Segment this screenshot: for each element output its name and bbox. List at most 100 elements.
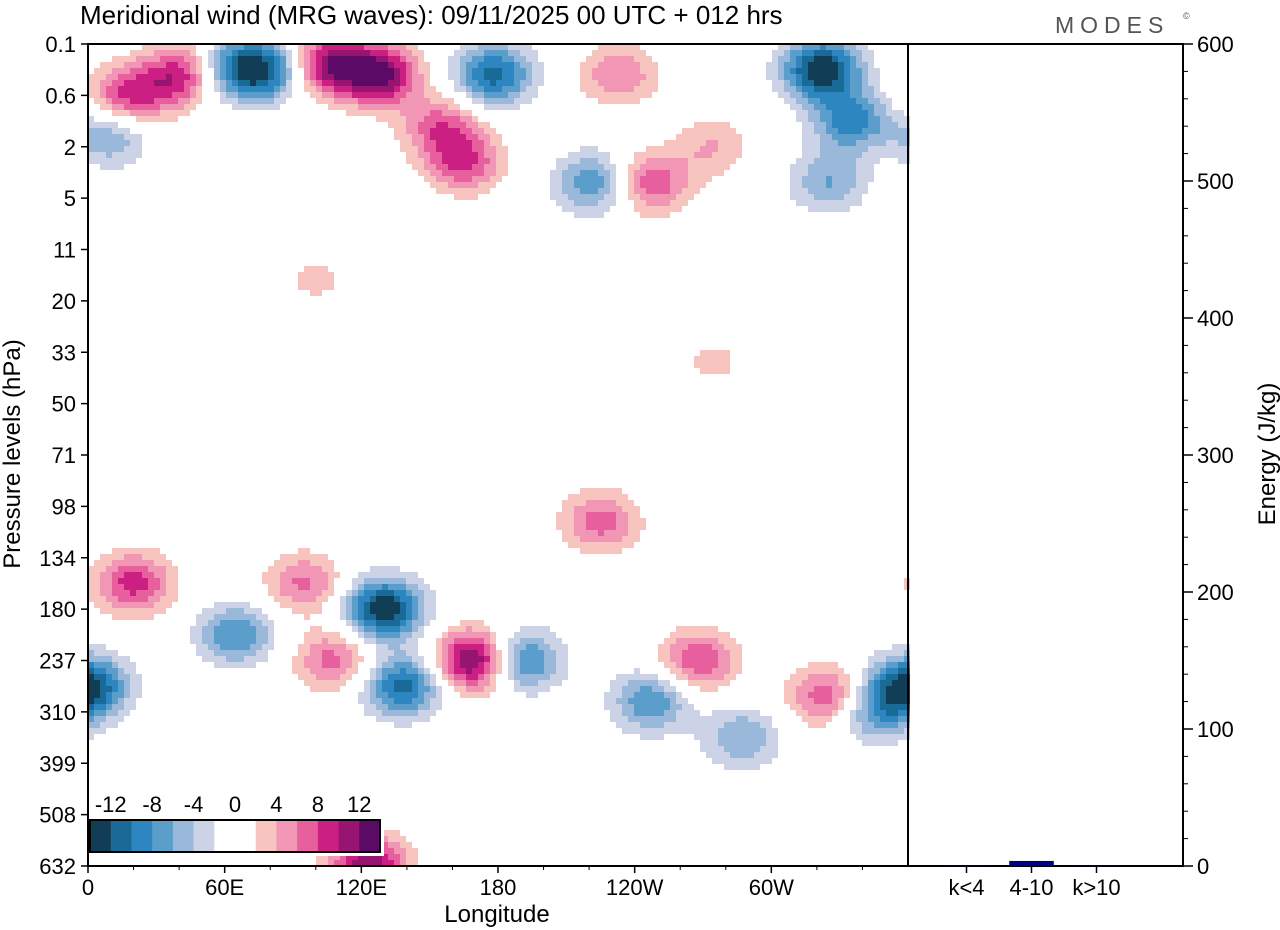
heatmap-cell — [592, 206, 598, 212]
heatmap-cell — [328, 50, 334, 56]
heatmap-cell — [388, 650, 394, 656]
heatmap-cell — [376, 692, 382, 698]
heatmap-cell — [484, 188, 490, 194]
heatmap-cell — [886, 716, 892, 722]
heatmap-cell — [406, 56, 412, 62]
heatmap-cell — [304, 566, 310, 572]
heatmap-cell — [280, 98, 286, 104]
colorbar-swatch — [235, 820, 257, 852]
heatmap-cell — [250, 656, 256, 662]
heatmap-cell — [832, 206, 838, 212]
heatmap-cell — [388, 710, 394, 716]
heatmap-cell — [694, 656, 700, 662]
heatmap-cell — [682, 188, 688, 194]
heatmap-cell — [304, 662, 310, 668]
heatmap-cell — [352, 44, 358, 50]
heatmap-cell — [460, 152, 466, 158]
heatmap-cell — [184, 80, 190, 86]
heatmap-cell — [874, 104, 880, 110]
heatmap-cell — [100, 644, 106, 650]
energy-tick-label: 0 — [1197, 854, 1209, 879]
heatmap-cell — [346, 92, 352, 98]
heatmap-cell — [454, 668, 460, 674]
heatmap-cell — [844, 146, 850, 152]
heatmap-cell — [466, 152, 472, 158]
heatmap-cell — [238, 92, 244, 98]
heatmap-cell — [154, 98, 160, 104]
heatmap-cell — [784, 92, 790, 98]
heatmap-cell — [898, 128, 904, 134]
heatmap-cell — [748, 758, 754, 764]
heatmap-cell — [724, 638, 730, 644]
heatmap-cell — [712, 728, 718, 734]
heatmap-cell — [106, 554, 112, 560]
heatmap-cell — [442, 140, 448, 146]
heatmap-cell — [700, 668, 706, 674]
heatmap-cell — [406, 698, 412, 704]
heatmap-cell — [94, 650, 100, 656]
heatmap-cell — [454, 152, 460, 158]
heatmap-cell — [616, 548, 622, 554]
heatmap-cell — [718, 650, 724, 656]
heatmap-cell — [346, 68, 352, 74]
heatmap-cell — [460, 668, 466, 674]
heatmap-cell — [856, 86, 862, 92]
heatmap-cell — [736, 716, 742, 722]
heatmap-cell — [820, 74, 826, 80]
heatmap-cell — [886, 728, 892, 734]
energy-tick-label: 100 — [1197, 717, 1234, 742]
heatmap-cell — [808, 80, 814, 86]
heatmap-cell — [286, 590, 292, 596]
heatmap-cell — [304, 602, 310, 608]
heatmap-cell — [310, 92, 316, 98]
heatmap-cell — [334, 860, 340, 866]
heatmap-cell — [280, 44, 286, 50]
heatmap-cell — [454, 140, 460, 146]
heatmap-cell — [172, 80, 178, 86]
heatmap-cell — [388, 110, 394, 116]
heatmap-cell — [154, 62, 160, 68]
heatmap-cell — [706, 674, 712, 680]
heatmap-cell — [364, 608, 370, 614]
heatmap-cell — [700, 350, 706, 356]
heatmap-cell — [646, 86, 652, 92]
heatmap-cell — [880, 668, 886, 674]
heatmap-cell — [484, 80, 490, 86]
heatmap-cell — [784, 62, 790, 68]
heatmap-cell — [94, 134, 100, 140]
heatmap-cell — [148, 92, 154, 98]
heatmap-cell — [370, 710, 376, 716]
heatmap-cell — [172, 98, 178, 104]
heatmap-cell — [208, 608, 214, 614]
heatmap-cell — [346, 854, 352, 860]
heatmap-cell — [646, 152, 652, 158]
heatmap-cell — [598, 44, 604, 50]
heatmap-cell — [436, 146, 442, 152]
heatmap-cell — [814, 176, 820, 182]
heatmap-cell — [196, 650, 202, 656]
heatmap-cell — [580, 158, 586, 164]
heatmap-cell — [616, 542, 622, 548]
heatmap-cell — [172, 92, 178, 98]
heatmap-cell — [424, 716, 430, 722]
heatmap-cell — [652, 194, 658, 200]
heatmap-cell — [472, 140, 478, 146]
heatmap-cell — [334, 68, 340, 74]
heatmap-cell — [250, 92, 256, 98]
heatmap-cell — [532, 68, 538, 74]
heatmap-cell — [358, 68, 364, 74]
heatmap-cell — [244, 44, 250, 50]
heatmap-cell — [496, 80, 502, 86]
heatmap-cell — [394, 122, 400, 128]
heatmap-cell — [862, 104, 868, 110]
heatmap-cell — [676, 182, 682, 188]
heatmap-cell — [364, 860, 370, 866]
heatmap-cell — [856, 146, 862, 152]
heatmap-cell — [298, 650, 304, 656]
heatmap-cell — [832, 710, 838, 716]
heatmap-cell — [730, 158, 736, 164]
heatmap-cell — [460, 50, 466, 56]
heatmap-cell — [856, 722, 862, 728]
heatmap-cell — [154, 44, 160, 50]
heatmap-cell — [586, 68, 592, 74]
